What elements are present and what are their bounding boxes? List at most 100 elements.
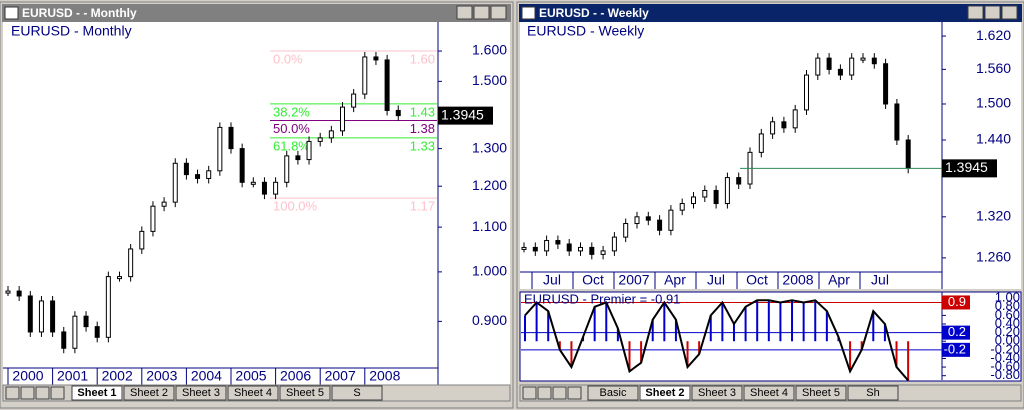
sheet-tab[interactable]: [227, 385, 279, 401]
candle: [826, 57, 832, 70]
close-button[interactable]: [1001, 5, 1018, 20]
x-tick-label: 2008: [369, 368, 400, 384]
fib-value: 1.17: [410, 199, 435, 214]
candle: [792, 109, 798, 129]
sheet-tab[interactable]: [795, 385, 847, 401]
candle: [172, 162, 178, 203]
candle: [770, 121, 776, 135]
indicator-label: EURUSD - Premier = -0.91: [524, 291, 680, 306]
level-box-label: -0.2: [944, 341, 966, 356]
candle: [713, 189, 719, 205]
sheet-tab-label: Sheet 4: [234, 387, 272, 399]
candle: [679, 203, 685, 211]
tab-nav-last[interactable]: [50, 386, 65, 400]
candle: [532, 246, 538, 252]
tab-nav-first[interactable]: [5, 386, 20, 400]
tab-nav-prev[interactable]: [537, 386, 552, 400]
sheet-tab[interactable]: [639, 385, 691, 401]
candle: [657, 219, 663, 231]
sheet-tab-label: Sheet 3: [698, 387, 736, 399]
price-box: [438, 106, 493, 125]
x-tick-label: 2007: [325, 368, 356, 384]
fib-value: 1.38: [410, 121, 435, 136]
maximize-button[interactable]: [984, 5, 1001, 20]
candle: [139, 230, 145, 250]
title-bar: [519, 4, 1022, 22]
close-button[interactable]: [490, 5, 507, 20]
indicator-tick-label: -0.40: [990, 350, 1020, 365]
fib-value: 1.60: [410, 51, 435, 66]
sheet-tab-label: Sheet 4: [750, 387, 788, 399]
sheet-tab[interactable]: [587, 385, 639, 401]
tab-nav-last[interactable]: [567, 386, 582, 400]
x-tick-label: Apr: [664, 272, 686, 288]
tab-nav-next[interactable]: [552, 386, 567, 400]
candle: [94, 326, 100, 338]
candle: [50, 300, 56, 333]
candle: [5, 290, 11, 294]
x-tick-label: 2008: [782, 272, 813, 288]
tab-nav-next[interactable]: [35, 386, 50, 400]
sheet-tab[interactable]: [71, 385, 123, 401]
y-tick-label: 1.560: [976, 60, 1011, 76]
indicator-tick-label: 0.40: [995, 315, 1020, 330]
tab-nav-first[interactable]: [522, 386, 537, 400]
sheet-tab[interactable]: [123, 385, 175, 401]
sheet-tab[interactable]: [331, 385, 383, 401]
level-box: [942, 295, 970, 310]
candle: [295, 155, 301, 161]
candle: [849, 57, 855, 76]
sheet-tab[interactable]: [691, 385, 743, 401]
x-tick-label: 2001: [57, 368, 88, 384]
chart-area: [520, 22, 1021, 289]
candle: [351, 93, 357, 108]
indicator-area: [519, 291, 1022, 382]
candle: [600, 250, 606, 255]
tab-nav-prev[interactable]: [20, 386, 35, 400]
window-title: EURUSD - - Monthly: [22, 6, 137, 20]
sheet-tab-label: Sh: [866, 387, 879, 399]
x-tick-label: 2000: [12, 368, 43, 384]
candle: [860, 57, 866, 61]
indicator-tick-label: -0.20: [990, 341, 1020, 356]
minimize-button[interactable]: [967, 5, 984, 20]
price-box: [942, 159, 997, 178]
y-tick-label: 1.300: [472, 139, 507, 155]
sheet-tab-label: Sheet 3: [182, 387, 220, 399]
sheet-tab[interactable]: [175, 385, 227, 401]
minimize-button[interactable]: [456, 5, 473, 20]
sheet-tab[interactable]: [279, 385, 331, 401]
candle: [736, 177, 742, 185]
candle: [373, 56, 379, 61]
x-tick-label: 2007: [618, 272, 649, 288]
candle: [395, 109, 401, 117]
candle: [273, 181, 279, 195]
fib-pct: 38.2%: [273, 104, 310, 119]
candle: [150, 205, 156, 232]
candle: [544, 240, 550, 252]
candle: [128, 248, 134, 278]
candle: [183, 162, 189, 176]
fib-value: 1.43: [410, 104, 435, 119]
candle: [61, 331, 67, 349]
y-tick-label: 1.200: [472, 177, 507, 193]
candle: [161, 201, 167, 207]
candle: [217, 126, 223, 172]
title-bar: [2, 4, 511, 22]
candle: [781, 121, 787, 129]
window-icon: [4, 6, 19, 20]
x-tick-label: 2006: [280, 368, 311, 384]
sheet-tab[interactable]: [847, 385, 899, 401]
y-tick-label: 1.600: [472, 42, 507, 58]
maximize-button[interactable]: [473, 5, 490, 20]
candle: [117, 276, 122, 280]
indicator-tick-label: 0.60: [995, 307, 1020, 322]
candle: [362, 56, 368, 95]
price-box-label: 1.3945: [441, 106, 484, 122]
candle: [195, 174, 201, 179]
candle: [578, 246, 583, 252]
candle: [27, 295, 33, 333]
x-tick-label: 2003: [146, 368, 177, 384]
sheet-tab[interactable]: [743, 385, 795, 401]
